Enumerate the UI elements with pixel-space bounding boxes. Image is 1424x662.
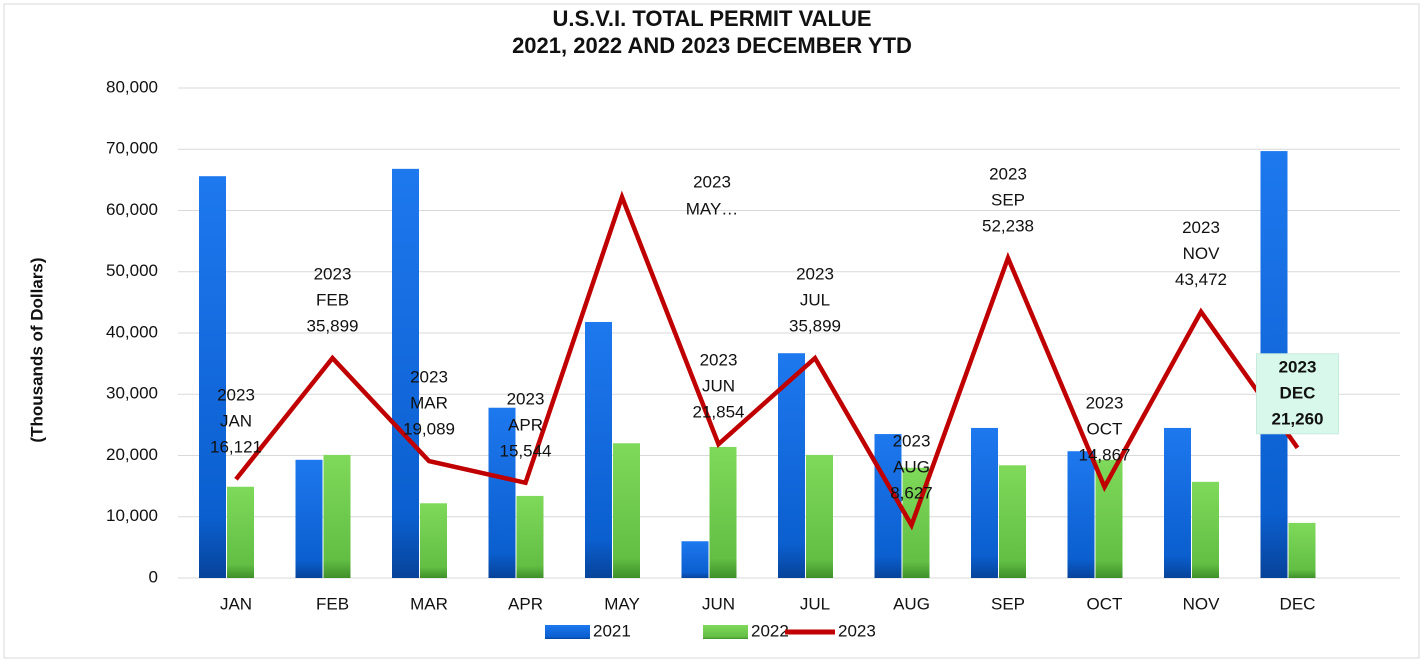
data-label: 19,089 <box>403 420 455 439</box>
x-tick-label: OCT <box>1087 594 1123 613</box>
y-tick-label: 10,000 <box>106 506 158 525</box>
x-tick-label: SEP <box>991 594 1025 613</box>
legend-label: 2021 <box>593 621 631 640</box>
data-label: 52,238 <box>982 217 1034 236</box>
bar <box>806 454 833 578</box>
bar <box>323 454 351 578</box>
y-tick-label: 50,000 <box>106 261 158 280</box>
y-tick-label: 80,000 <box>106 77 158 96</box>
data-label: 43,472 <box>1175 270 1227 289</box>
bar <box>874 434 902 578</box>
data-label-series: 2023 <box>796 265 834 284</box>
data-label-series: 2023 <box>700 351 738 370</box>
data-label-category: SEP <box>991 191 1025 210</box>
y-tick-label: 0 <box>149 567 158 586</box>
data-label-series: 2023 <box>507 389 545 408</box>
data-label-category: AUG <box>893 458 930 477</box>
bar <box>227 486 254 578</box>
data-label-category: NOV <box>1183 244 1221 263</box>
x-tick-label: DEC <box>1280 594 1316 613</box>
data-label-series: 2023 <box>1182 218 1220 237</box>
x-tick-label: APR <box>508 594 543 613</box>
y-tick-label: 70,000 <box>106 139 158 158</box>
data-label-category: JUL <box>800 291 830 310</box>
bar <box>613 443 640 578</box>
bar <box>1192 481 1219 578</box>
y-tick-label: 30,000 <box>106 384 158 403</box>
bar <box>516 495 544 578</box>
bar <box>1164 427 1191 578</box>
data-label: 15,544 <box>500 441 552 460</box>
bar <box>1288 522 1316 578</box>
data-label: 35,899 <box>789 317 841 336</box>
data-label-category: DEC <box>1280 383 1316 402</box>
x-tick-label: JAN <box>220 594 252 613</box>
bar <box>971 427 998 578</box>
data-label-series: 2023 <box>693 173 731 192</box>
data-label-category: MAR <box>410 394 448 413</box>
data-label-box <box>1256 353 1339 435</box>
bar <box>295 459 323 578</box>
data-label: 21,854 <box>693 403 745 422</box>
data-label-category: APR <box>508 415 543 434</box>
x-tick-label: JUN <box>702 594 735 613</box>
y-tick-label: 20,000 <box>106 445 158 464</box>
data-label-series: 2023 <box>989 165 1027 184</box>
data-label-series: 2023 <box>410 368 448 387</box>
data-label-category: FEB <box>316 291 349 310</box>
data-label-series: 2023 <box>893 432 931 451</box>
legend-label: 2023 <box>838 621 876 640</box>
bar <box>488 407 516 578</box>
bar <box>709 446 737 578</box>
line <box>234 190 1300 531</box>
bar <box>199 176 226 578</box>
bar <box>778 353 805 578</box>
data-label-category: JUN <box>702 377 735 396</box>
chart-title: U.S.V.I. TOTAL PERMIT VALUE <box>552 6 871 31</box>
x-tick-label: NOV <box>1183 594 1221 613</box>
data-label-category: JAN <box>220 412 252 431</box>
bar <box>585 321 612 578</box>
data-label: 8,627 <box>890 484 933 503</box>
bar <box>999 465 1026 578</box>
bar <box>392 168 419 578</box>
data-label: 14,867 <box>1079 445 1131 464</box>
chart-title: 2021, 2022 AND 2023 DECEMBER YTD <box>512 33 912 58</box>
data-label-category: OCT <box>1087 419 1123 438</box>
data-label: 16,121 <box>210 438 262 457</box>
y-tick-label: 60,000 <box>106 200 158 219</box>
data-label-series: 2023 <box>314 265 352 284</box>
x-tick-label: JUL <box>800 594 830 613</box>
data-label-series: 2023 <box>1086 393 1124 412</box>
x-tick-label: MAR <box>410 594 448 613</box>
legend-swatch <box>703 625 748 639</box>
data-label-series: 2023 <box>217 386 255 405</box>
x-tick-label: MAY <box>604 594 640 613</box>
y-tick-label: 40,000 <box>106 322 158 341</box>
data-label-series: 2023 <box>1279 357 1317 376</box>
legend-label: 2022 <box>751 621 789 640</box>
y-axis-label: (Thousands of Dollars) <box>27 257 46 442</box>
bar <box>1067 451 1095 578</box>
x-tick-label: AUG <box>893 594 930 613</box>
legend-swatch <box>545 625 590 639</box>
data-label-category: MAY… <box>686 200 739 219</box>
x-tick-label: FEB <box>316 594 349 613</box>
bar <box>681 541 709 578</box>
data-label: 21,260 <box>1272 409 1324 428</box>
data-label: 35,899 <box>307 317 359 336</box>
bar <box>420 503 447 578</box>
